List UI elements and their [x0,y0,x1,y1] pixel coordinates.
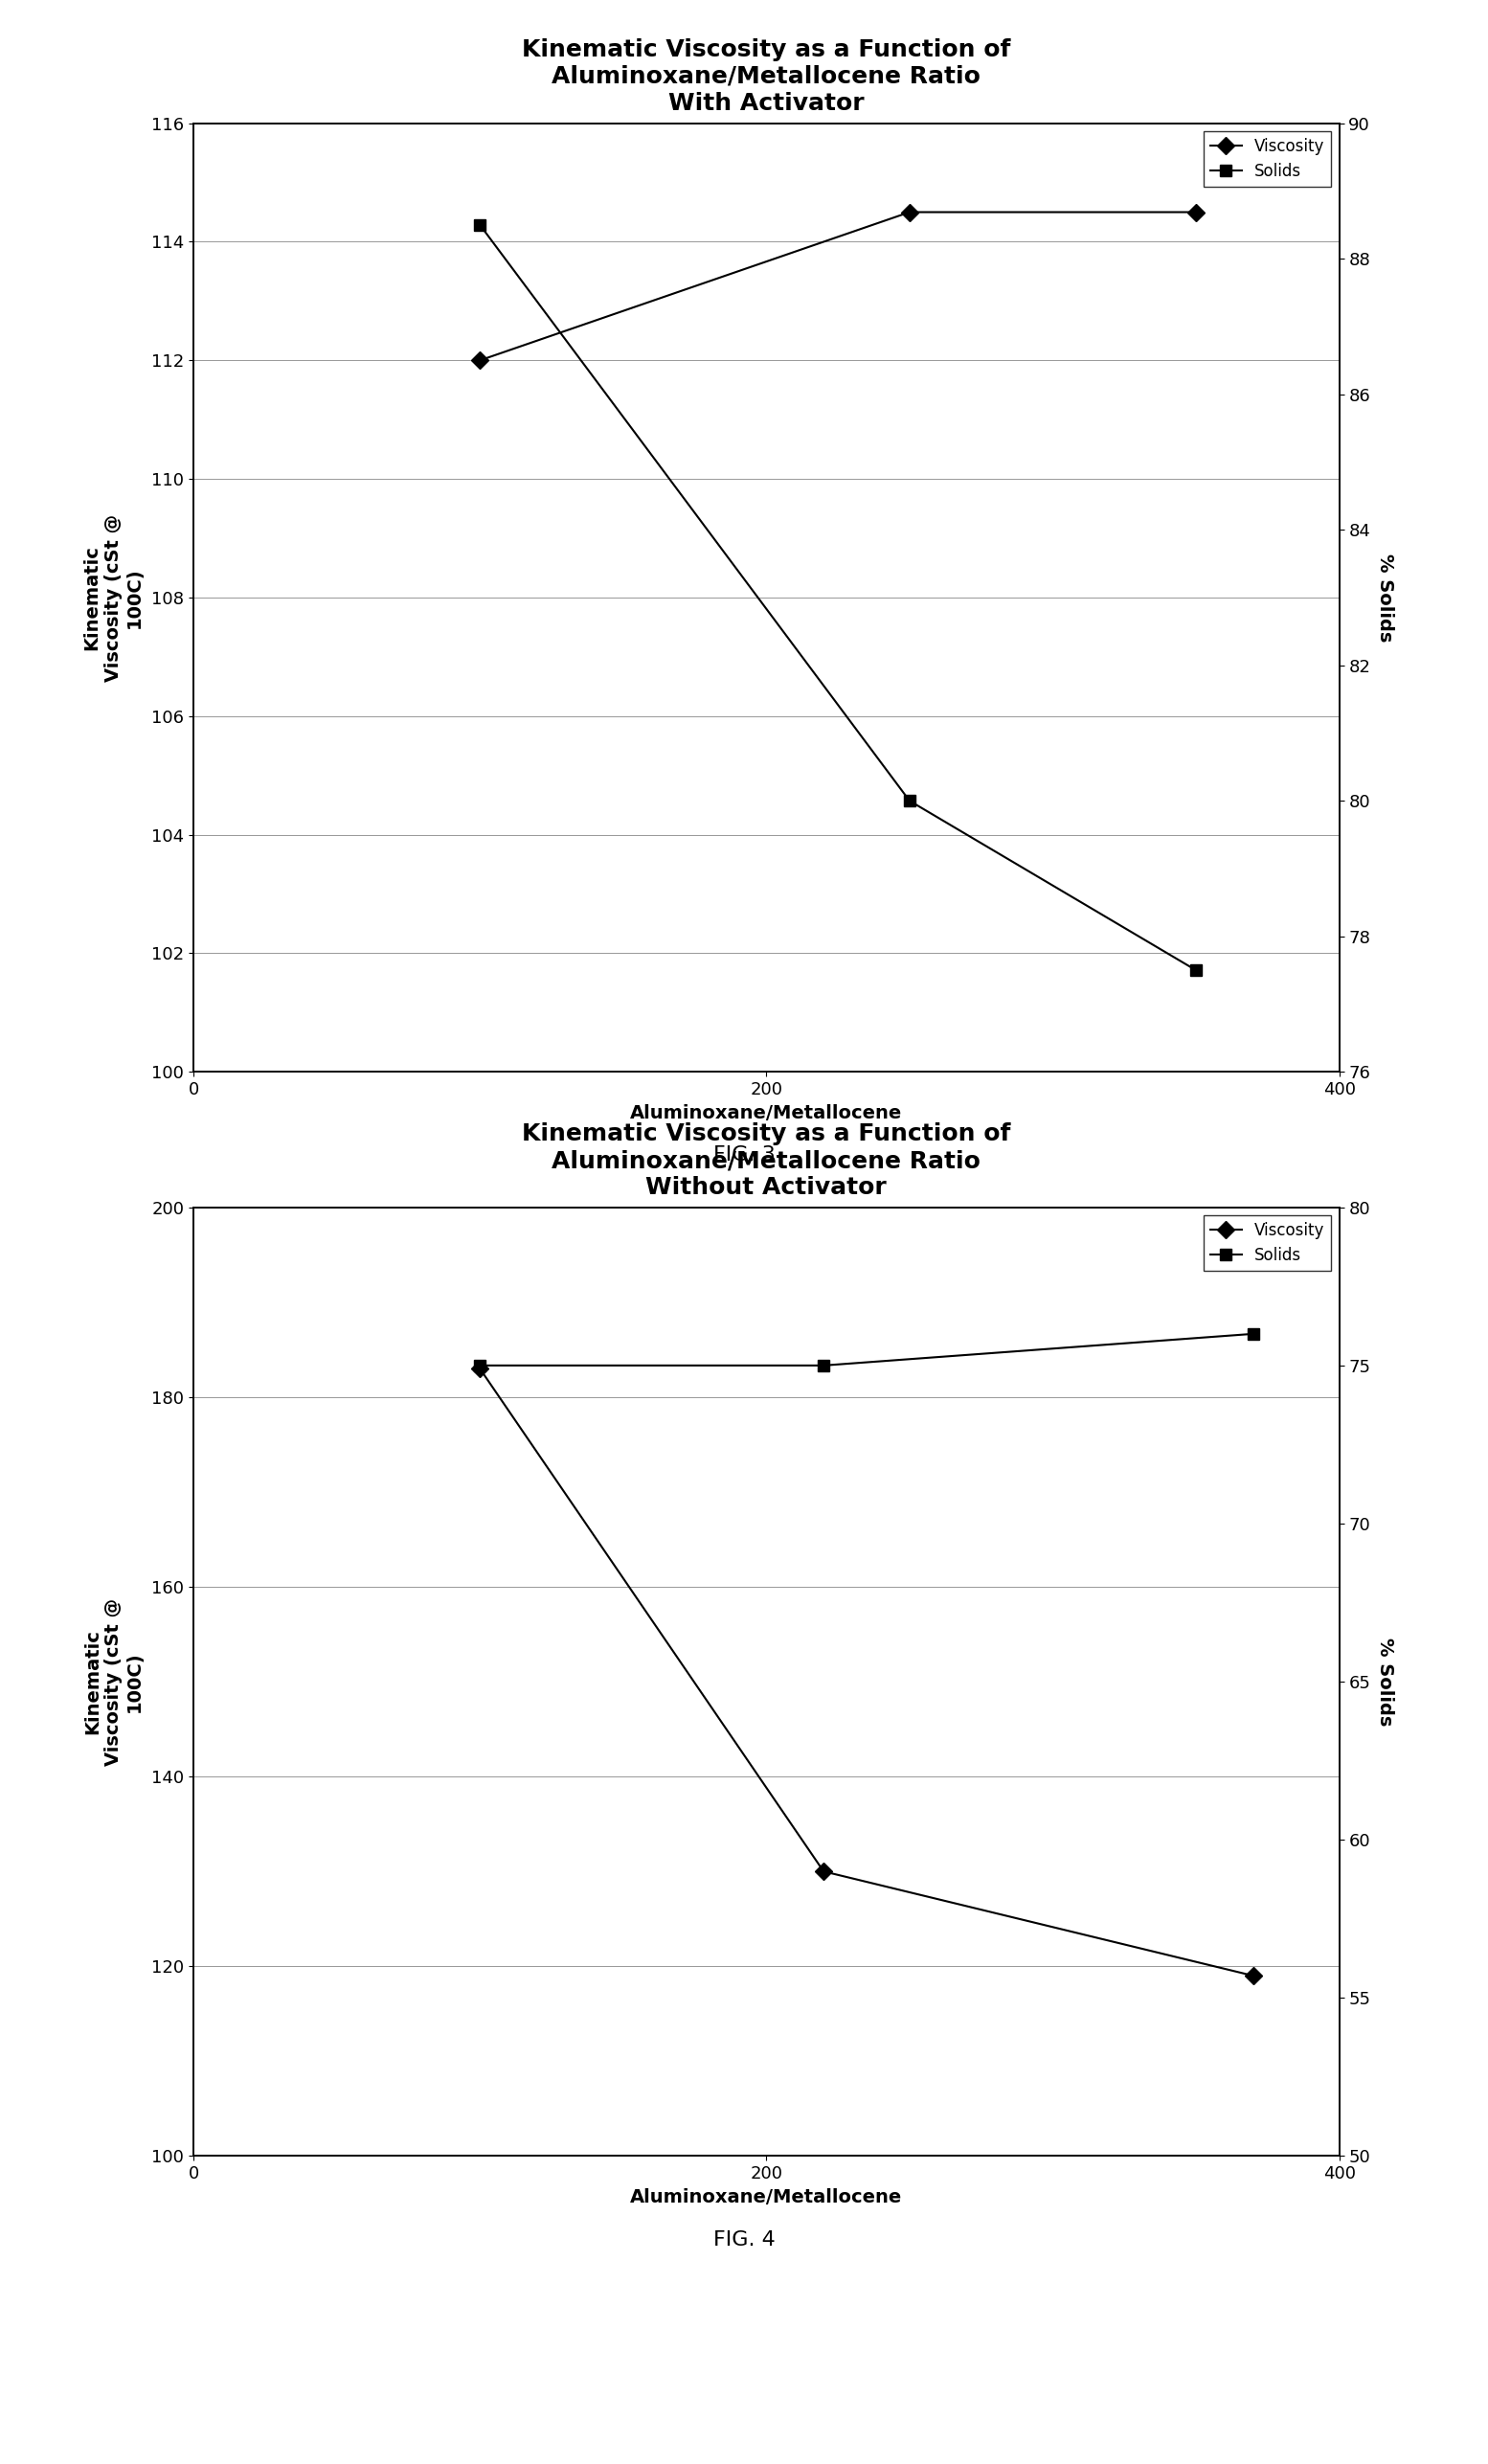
Text: FIG. 4: FIG. 4 [713,2230,775,2250]
Line: Viscosity: Viscosity [473,207,1202,367]
Viscosity [1187,197,1205,227]
Solids [815,1350,833,1380]
Viscosity [815,1858,833,1887]
Solids [472,1350,490,1380]
Line: Solids: Solids [473,219,1202,976]
Legend: Viscosity, Solids: Viscosity, Solids [1204,131,1332,187]
Y-axis label: Kinematic
Viscosity (cSt @
100C): Kinematic Viscosity (cSt @ 100C) [83,513,143,683]
Line: Solids: Solids [473,1328,1259,1372]
Text: FIG. 3: FIG. 3 [713,1146,775,1165]
Y-axis label: % Solids: % Solids [1376,554,1394,641]
Viscosity [1244,1961,1262,1991]
X-axis label: Aluminoxane/Metallocene: Aluminoxane/Metallocene [631,1104,902,1121]
Viscosity [472,1353,490,1382]
X-axis label: Aluminoxane/Metallocene: Aluminoxane/Metallocene [631,2188,902,2205]
Viscosity [472,345,490,375]
Solids [1244,1318,1262,1348]
Y-axis label: Kinematic
Viscosity (cSt @
100C): Kinematic Viscosity (cSt @ 100C) [83,1597,143,1767]
Line: Viscosity: Viscosity [473,1363,1259,1981]
Solids [472,209,490,239]
Solids [1187,956,1205,986]
Legend: Viscosity, Solids: Viscosity, Solids [1204,1215,1332,1271]
Title: Kinematic Viscosity as a Function of
Aluminoxane/Metallocene Ratio
Without Activ: Kinematic Viscosity as a Function of Alu… [522,1124,1010,1200]
Title: Kinematic Viscosity as a Function of
Aluminoxane/Metallocene Ratio
With Activato: Kinematic Viscosity as a Function of Alu… [522,39,1010,116]
Y-axis label: % Solids: % Solids [1376,1639,1394,1725]
Solids [900,786,918,816]
Viscosity [900,197,918,227]
